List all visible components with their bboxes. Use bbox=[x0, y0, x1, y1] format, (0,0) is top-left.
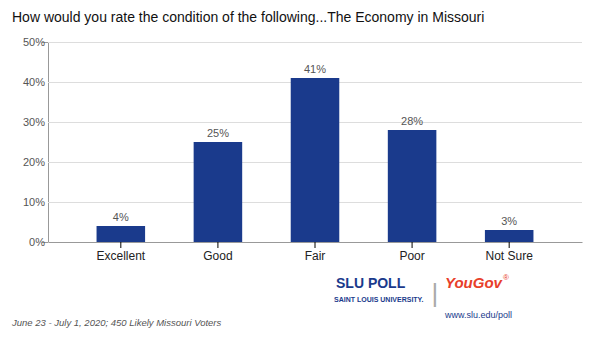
x-tick: Good bbox=[203, 242, 232, 263]
bar bbox=[97, 226, 146, 242]
y-tick-label: 40% bbox=[23, 76, 45, 88]
y-axis: 0% 10% 20% 30% 40% 50% bbox=[23, 36, 582, 248]
y-tick-label: 50% bbox=[23, 36, 45, 48]
bar bbox=[194, 142, 243, 242]
separator: | bbox=[432, 278, 439, 308]
trademark: ® bbox=[503, 273, 509, 282]
y-tick-label: 30% bbox=[23, 116, 45, 128]
x-tick-label: Not Sure bbox=[486, 249, 534, 263]
x-tick: Excellent bbox=[96, 242, 145, 263]
data-labels: 4% 25% 41% 28% 3% bbox=[113, 63, 517, 227]
y-tick-label: 20% bbox=[23, 156, 45, 168]
bar bbox=[485, 230, 534, 242]
data-label: 4% bbox=[113, 211, 129, 223]
x-tick: Poor bbox=[399, 242, 424, 263]
data-label: 41% bbox=[304, 63, 326, 75]
annotations: June 23 - July 1, 2020; 450 Likely Misso… bbox=[11, 273, 512, 328]
x-tick-label: Good bbox=[203, 249, 232, 263]
brand-sub: SAINT LOUIS UNIVERSITY. bbox=[334, 296, 424, 303]
tick-mark bbox=[120, 242, 121, 248]
x-tick-label: Poor bbox=[399, 249, 424, 263]
x-tick: Not Sure bbox=[486, 242, 534, 263]
tick-mark bbox=[217, 242, 218, 248]
brand: YouGov bbox=[445, 274, 504, 291]
bar bbox=[291, 78, 340, 242]
data-label: 25% bbox=[207, 127, 229, 139]
y-tick-label: 0% bbox=[29, 236, 45, 248]
bar bbox=[388, 130, 437, 242]
tick-mark bbox=[412, 242, 413, 248]
y-tick-label: 10% bbox=[23, 196, 45, 208]
brand: SLU POLL bbox=[336, 275, 406, 291]
x-tick-label: Excellent bbox=[96, 249, 145, 263]
chart: How would you rate the condition of the … bbox=[0, 0, 600, 337]
x-axis: Excellent Good Fair Poor Not Sure bbox=[49, 242, 583, 263]
y-axis-line bbox=[42, 43, 49, 243]
plot: 0% 10% 20% 30% 40% 50% Excellent Good Fair Poor No… bbox=[23, 36, 583, 263]
x-tick: Fair bbox=[305, 242, 326, 263]
tick-mark bbox=[315, 242, 316, 248]
x-tick-label: Fair bbox=[305, 249, 326, 263]
title: How would you rate the condition of the … bbox=[12, 9, 484, 25]
website: www.slu.edu/poll bbox=[444, 310, 512, 320]
data-label: 3% bbox=[501, 215, 517, 227]
bars bbox=[97, 78, 534, 242]
y-tick: 50% bbox=[23, 36, 582, 48]
data-label: 28% bbox=[401, 115, 423, 127]
footnote: June 23 - July 1, 2020; 450 Likely Misso… bbox=[11, 317, 222, 328]
tick-mark bbox=[509, 242, 510, 248]
grid-line bbox=[48, 42, 582, 43]
